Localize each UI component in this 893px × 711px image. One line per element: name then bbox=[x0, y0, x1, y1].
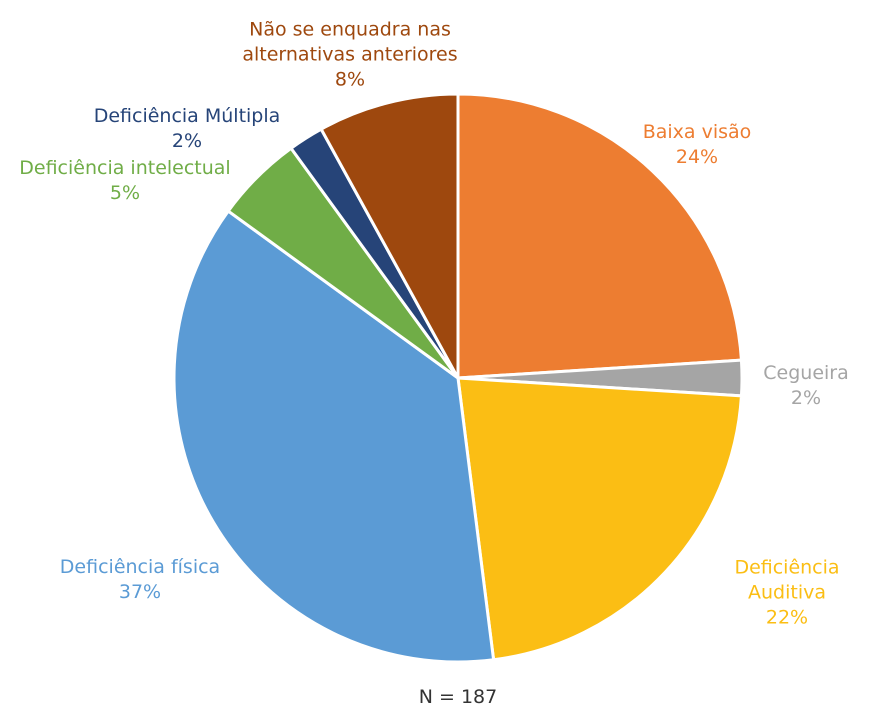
value-label: 2% bbox=[790, 387, 822, 409]
pie-slice bbox=[319, 92, 460, 380]
value-label: 2% bbox=[171, 130, 203, 152]
category-name: Cegueira bbox=[763, 362, 849, 384]
value-label: 22% bbox=[765, 606, 809, 629]
slice-label: Deficiência intelectual 5% bbox=[19, 156, 230, 206]
value-label: 8% bbox=[334, 68, 366, 91]
slice-label: Baixa visão 24% bbox=[643, 120, 752, 170]
category-name: Deficiência intelectual bbox=[19, 157, 231, 179]
note: N = 187 bbox=[418, 686, 498, 708]
category-name: Não se enquadra nas alternativas anterio… bbox=[242, 18, 458, 66]
slice-label: Deficiência Auditiva 22% bbox=[734, 556, 840, 631]
value-label: 5% bbox=[109, 182, 141, 204]
slice-label: Deficiência Múltipla 2% bbox=[94, 104, 281, 154]
slice-label: Deficiência física 37% bbox=[60, 555, 220, 605]
category-name: Deficiência física bbox=[59, 556, 221, 578]
pie-slice bbox=[456, 376, 743, 662]
category-name: Baixa visão bbox=[642, 121, 752, 143]
slice-label: Cegueira 2% bbox=[763, 361, 848, 411]
value-label: 37% bbox=[118, 581, 162, 603]
category-name: Deficiência Múltipla bbox=[93, 105, 281, 127]
slice-label: Não se enquadra nas alternativas anterio… bbox=[225, 18, 475, 93]
category-name: Deficiência Auditiva bbox=[734, 556, 840, 604]
value-label: 24% bbox=[675, 146, 719, 168]
pie-slice bbox=[456, 92, 743, 380]
pie-slice bbox=[172, 209, 496, 664]
